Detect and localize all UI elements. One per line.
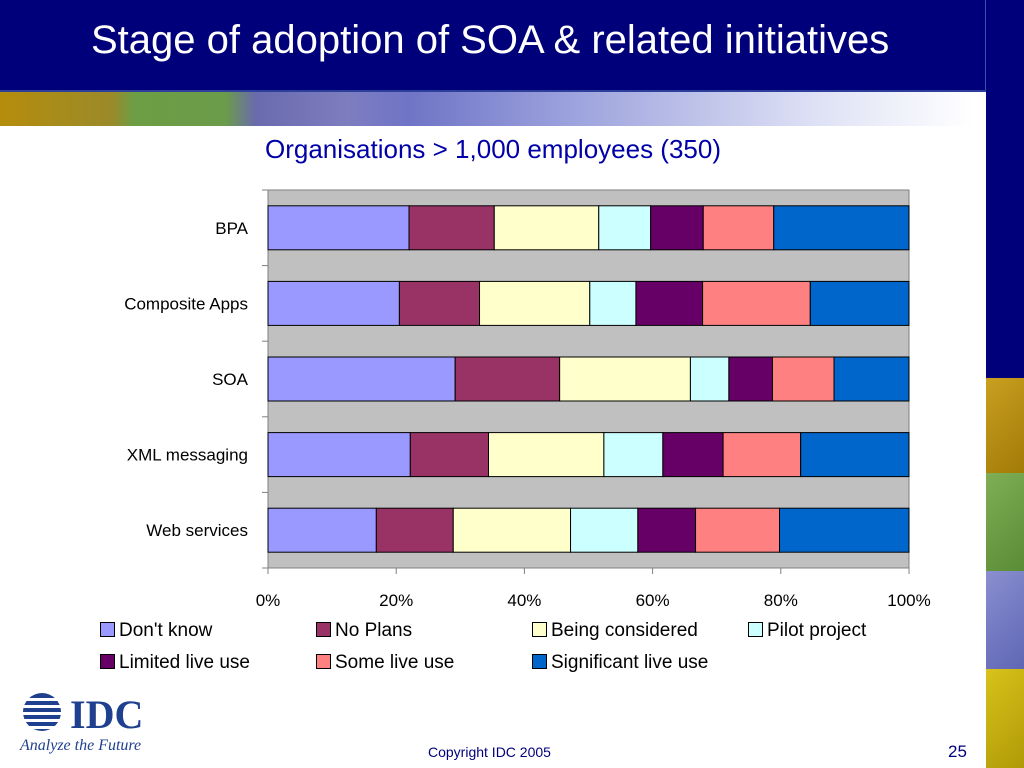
right-decorative-panel	[986, 0, 1024, 768]
stacked-bar-chart: 0% 20% 40% 60% 80% 100% BPA Composite Apps SOA XM…	[124, 189, 931, 610]
bar-segment	[650, 205, 704, 251]
bar-segment	[773, 205, 910, 251]
idc-logo: IDC Analyze the Future	[19, 692, 143, 754]
category-label: SOA	[212, 370, 249, 389]
bar-segment	[800, 432, 910, 478]
bar-segment	[267, 356, 456, 402]
bar-segment	[488, 432, 605, 478]
legend-swatch	[748, 622, 763, 637]
legend-item: Being considered	[532, 620, 698, 642]
bar-segment	[267, 205, 410, 251]
bar-segment	[702, 205, 775, 251]
logo-brand: IDC	[70, 692, 143, 737]
x-tick-label: 40%	[507, 591, 541, 610]
legend-label: Pilot project	[767, 620, 867, 641]
bar-segment	[409, 432, 490, 478]
legend-swatch	[100, 654, 115, 669]
legend-item: Pilot project	[748, 620, 866, 642]
bar-segment	[375, 507, 454, 553]
bar-segment	[779, 507, 910, 553]
bar-segment	[479, 280, 591, 326]
legend-swatch	[532, 654, 547, 669]
strip-line	[0, 90, 1024, 92]
legend-item: No Plans	[316, 620, 412, 642]
legend-swatch	[532, 622, 547, 637]
legend-swatch	[100, 622, 115, 637]
bar-segment	[702, 280, 811, 326]
bar-segment	[559, 356, 691, 402]
bar-segment	[637, 507, 697, 553]
x-tick-label: 20%	[379, 591, 413, 610]
purple-tile	[986, 571, 1024, 669]
category-label: Web services	[146, 521, 248, 540]
bar-segment	[689, 356, 730, 402]
copyright: Copyright IDC 2005	[428, 744, 551, 760]
legend-label: Limited live use	[119, 652, 250, 673]
x-tick-label: 80%	[764, 591, 798, 610]
bar-segment	[635, 280, 704, 326]
legend-swatch	[316, 622, 331, 637]
bar-segment	[408, 205, 495, 251]
x-tick-label: 100%	[887, 591, 930, 610]
legend-item: Limited live use	[100, 652, 250, 674]
chart-legend: Don't know No Plans Being considered Pilot …	[100, 620, 960, 684]
bar-segment	[809, 280, 910, 326]
category-label: BPA	[215, 219, 248, 238]
logo-tagline: Analyze the Future	[19, 737, 141, 754]
legend-item: Don't know	[100, 620, 212, 642]
bar-segment	[662, 432, 724, 478]
legend-item: Some live use	[316, 652, 454, 674]
bar-segment	[493, 205, 600, 251]
legend-label: Significant live use	[551, 652, 709, 673]
bar-segment	[589, 280, 637, 326]
legend-label: No Plans	[335, 620, 413, 641]
page-number: 25	[948, 742, 967, 761]
green-tile	[986, 473, 1024, 571]
chart-title: Organisations > 1,000 employees (350)	[265, 134, 721, 164]
legend-item: Significant live use	[532, 652, 708, 674]
x-tick-label: 0%	[256, 591, 281, 610]
bar-segment	[398, 280, 481, 326]
bar-segment	[267, 432, 411, 478]
category-label: Composite Apps	[124, 294, 248, 313]
globe-icon	[20, 693, 64, 731]
bar-segment	[695, 507, 781, 553]
bar-segment	[267, 280, 400, 326]
category-label: XML messaging	[127, 446, 248, 465]
bar-segment	[771, 356, 835, 402]
bar-segment	[570, 507, 639, 553]
bar-segment	[722, 432, 802, 478]
bar-segment	[833, 356, 910, 402]
legend-label: Some live use	[335, 652, 455, 673]
legend-label: Being considered	[551, 620, 698, 641]
bar-segment	[603, 432, 664, 478]
x-tick-label: 60%	[636, 591, 670, 610]
header-band	[0, 0, 1024, 90]
gold-tile	[986, 378, 1024, 473]
legend-swatch	[316, 654, 331, 669]
decorative-strip	[0, 90, 1024, 126]
bar-segment	[454, 356, 561, 402]
slide-title: Stage of adoption of SOA & related initi…	[91, 18, 890, 62]
bar-segment	[598, 205, 652, 251]
yellow-tile	[986, 669, 1024, 768]
bar-segment	[452, 507, 572, 553]
bar-segment	[728, 356, 773, 402]
bar-segment	[267, 507, 377, 553]
legend-label: Don't know	[119, 620, 213, 641]
